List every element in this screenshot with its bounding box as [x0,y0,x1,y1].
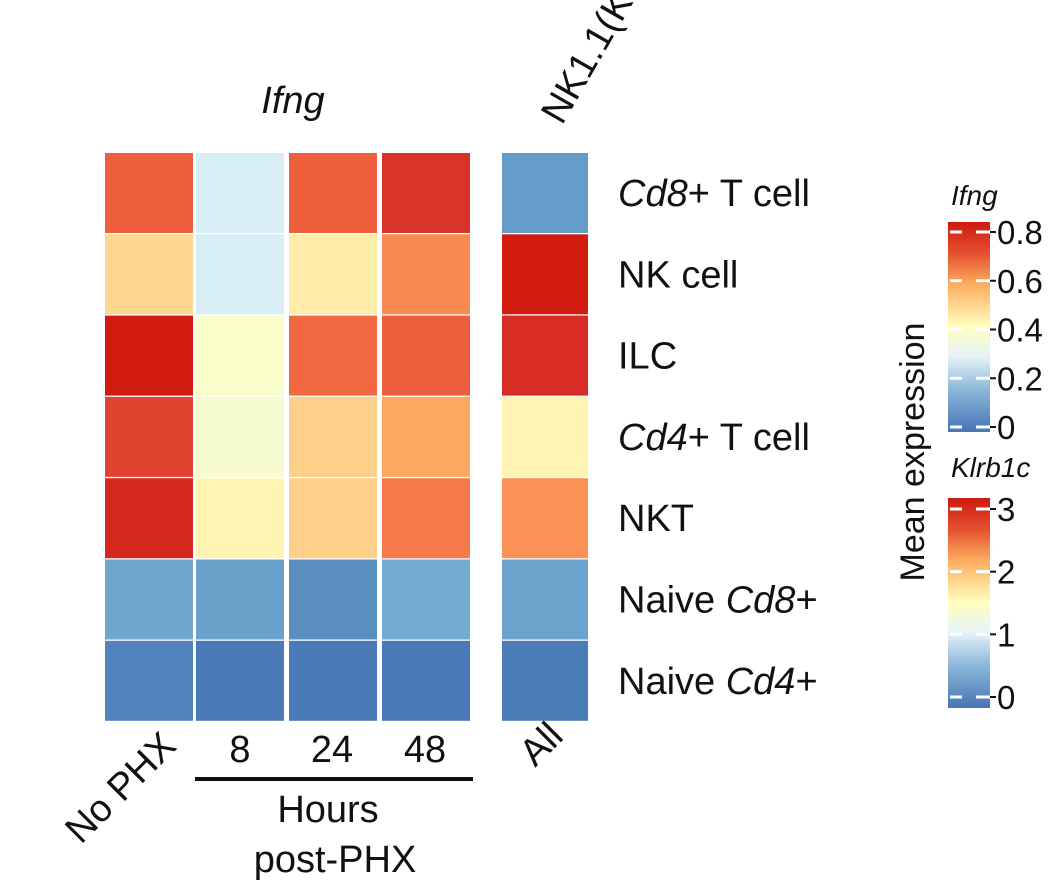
col-label-all: All [512,715,572,775]
klrb1c-colorbar-ticks: 3 2 1 0 [950,491,1015,716]
klrb1c-colorbar [948,498,990,708]
ifng-cell-r6-c2 [289,640,377,721]
ifng-cell-r4-c0 [105,478,193,559]
ifng-cell-r6-c1 [196,640,284,721]
ifng-cell-r3-c2 [289,396,377,477]
ifng-colorbar [948,222,990,432]
colorbar-tick-label: 0.2 [997,360,1043,397]
col-label-no-phx: No PHX [58,725,185,852]
klrb1c-colorbar-title: Klrb1c [951,452,1030,483]
ifng-cell-r4-c2 [289,478,377,559]
colorbar-tick-label: 0 [997,679,1015,716]
ifng-cell-r0-c3 [382,153,470,233]
col-label-8: 8 [229,729,250,771]
row-label: Naive Cd8+ [618,580,818,622]
ifng-cell-r3-c3 [382,396,470,477]
row-label-part: + T cell [688,173,810,215]
ifng-cell-r6-c0 [105,640,193,721]
nk11-cell-r1 [502,234,588,315]
post-phx-label: post-PHX [254,839,417,881]
ifng-cell-r2-c1 [196,315,284,396]
ifng-cell-r0-c0 [105,153,193,233]
row-label-part: NK cell [618,254,738,296]
ifng-colorbar-title: Ifng [951,180,998,211]
ifng-cell-r3-c1 [196,396,284,477]
nk11-heatmap-title: NK1.1(Klrb1c) [533,0,689,131]
ifng-colorbar-ticks: 0.8 0.6 0.4 0.2 0 [950,214,1043,446]
row-label-part: Cd4 [726,661,796,703]
ifng-cell-r5-c3 [382,559,470,640]
ifng-cell-r4-c3 [382,478,470,559]
ifng-cell-r3-c0 [105,396,193,477]
colorbar-tick-label: 3 [997,491,1015,528]
nk11-heatmap-cells [502,153,588,721]
ifng-cell-r1-c2 [289,234,377,315]
colorbar-tick-label: 1 [997,616,1015,653]
row-label-part: Naive [618,661,726,703]
col-label-48: 48 [404,729,446,771]
row-label: Naive Cd4+ [618,661,818,703]
row-label-part: NKT [618,498,694,540]
colorbar-tick-label: 0 [997,409,1015,446]
ifng-cell-r2-c3 [382,315,470,396]
row-label-part: Cd4 [618,417,688,459]
ifng-cell-r1-c1 [196,234,284,315]
ifng-cell-r5-c1 [196,559,284,640]
row-label: ILC [618,336,677,378]
ifng-cell-r5-c2 [289,559,377,640]
row-label: NKT [618,498,694,540]
row-label-part: ILC [618,336,677,378]
col-label-24: 24 [311,729,353,771]
colorbar-tick-label: 2 [997,554,1015,591]
ifng-cell-r2-c2 [289,315,377,396]
row-label-part: + T cell [688,417,810,459]
nk11-cell-r5 [502,559,588,640]
row-label-part: Cd8 [618,173,688,215]
row-label-part: Naive [618,580,726,622]
row-label: NK cell [618,254,738,296]
ifng-heatmap-cells [105,153,470,721]
ifng-cell-r2-c0 [105,315,193,396]
ifng-cell-r0-c2 [289,153,377,233]
colorbar-tick-label: 0.8 [997,214,1043,251]
ifng-heatmap-title: Ifng [261,80,324,122]
nk11-cell-r4 [502,478,588,559]
nk11-cell-r0 [502,153,588,233]
row-label-part: + [795,661,817,703]
mean-expression-label: Mean expression [894,323,932,582]
ifng-cell-r1-c0 [105,234,193,315]
colorbar-tick-label: 0.4 [997,312,1043,349]
row-label-part: + [795,580,817,622]
nk11-cell-r3 [502,396,588,477]
ifng-cell-r5-c0 [105,559,193,640]
row-label-part: Cd8 [726,580,796,622]
ifng-cell-r6-c3 [382,640,470,721]
ifng-cell-r1-c3 [382,234,470,315]
hours-label: Hours [277,789,378,831]
nk11-cell-r6 [502,640,588,721]
colorbar-tick-label: 0.6 [997,263,1043,300]
row-label: Cd8+ T cell [618,173,810,215]
nk11-cell-r2 [502,315,588,396]
ifng-cell-r4-c1 [196,478,284,559]
ifng-cell-r0-c1 [196,153,284,233]
row-label: Cd4+ T cell [618,417,810,459]
